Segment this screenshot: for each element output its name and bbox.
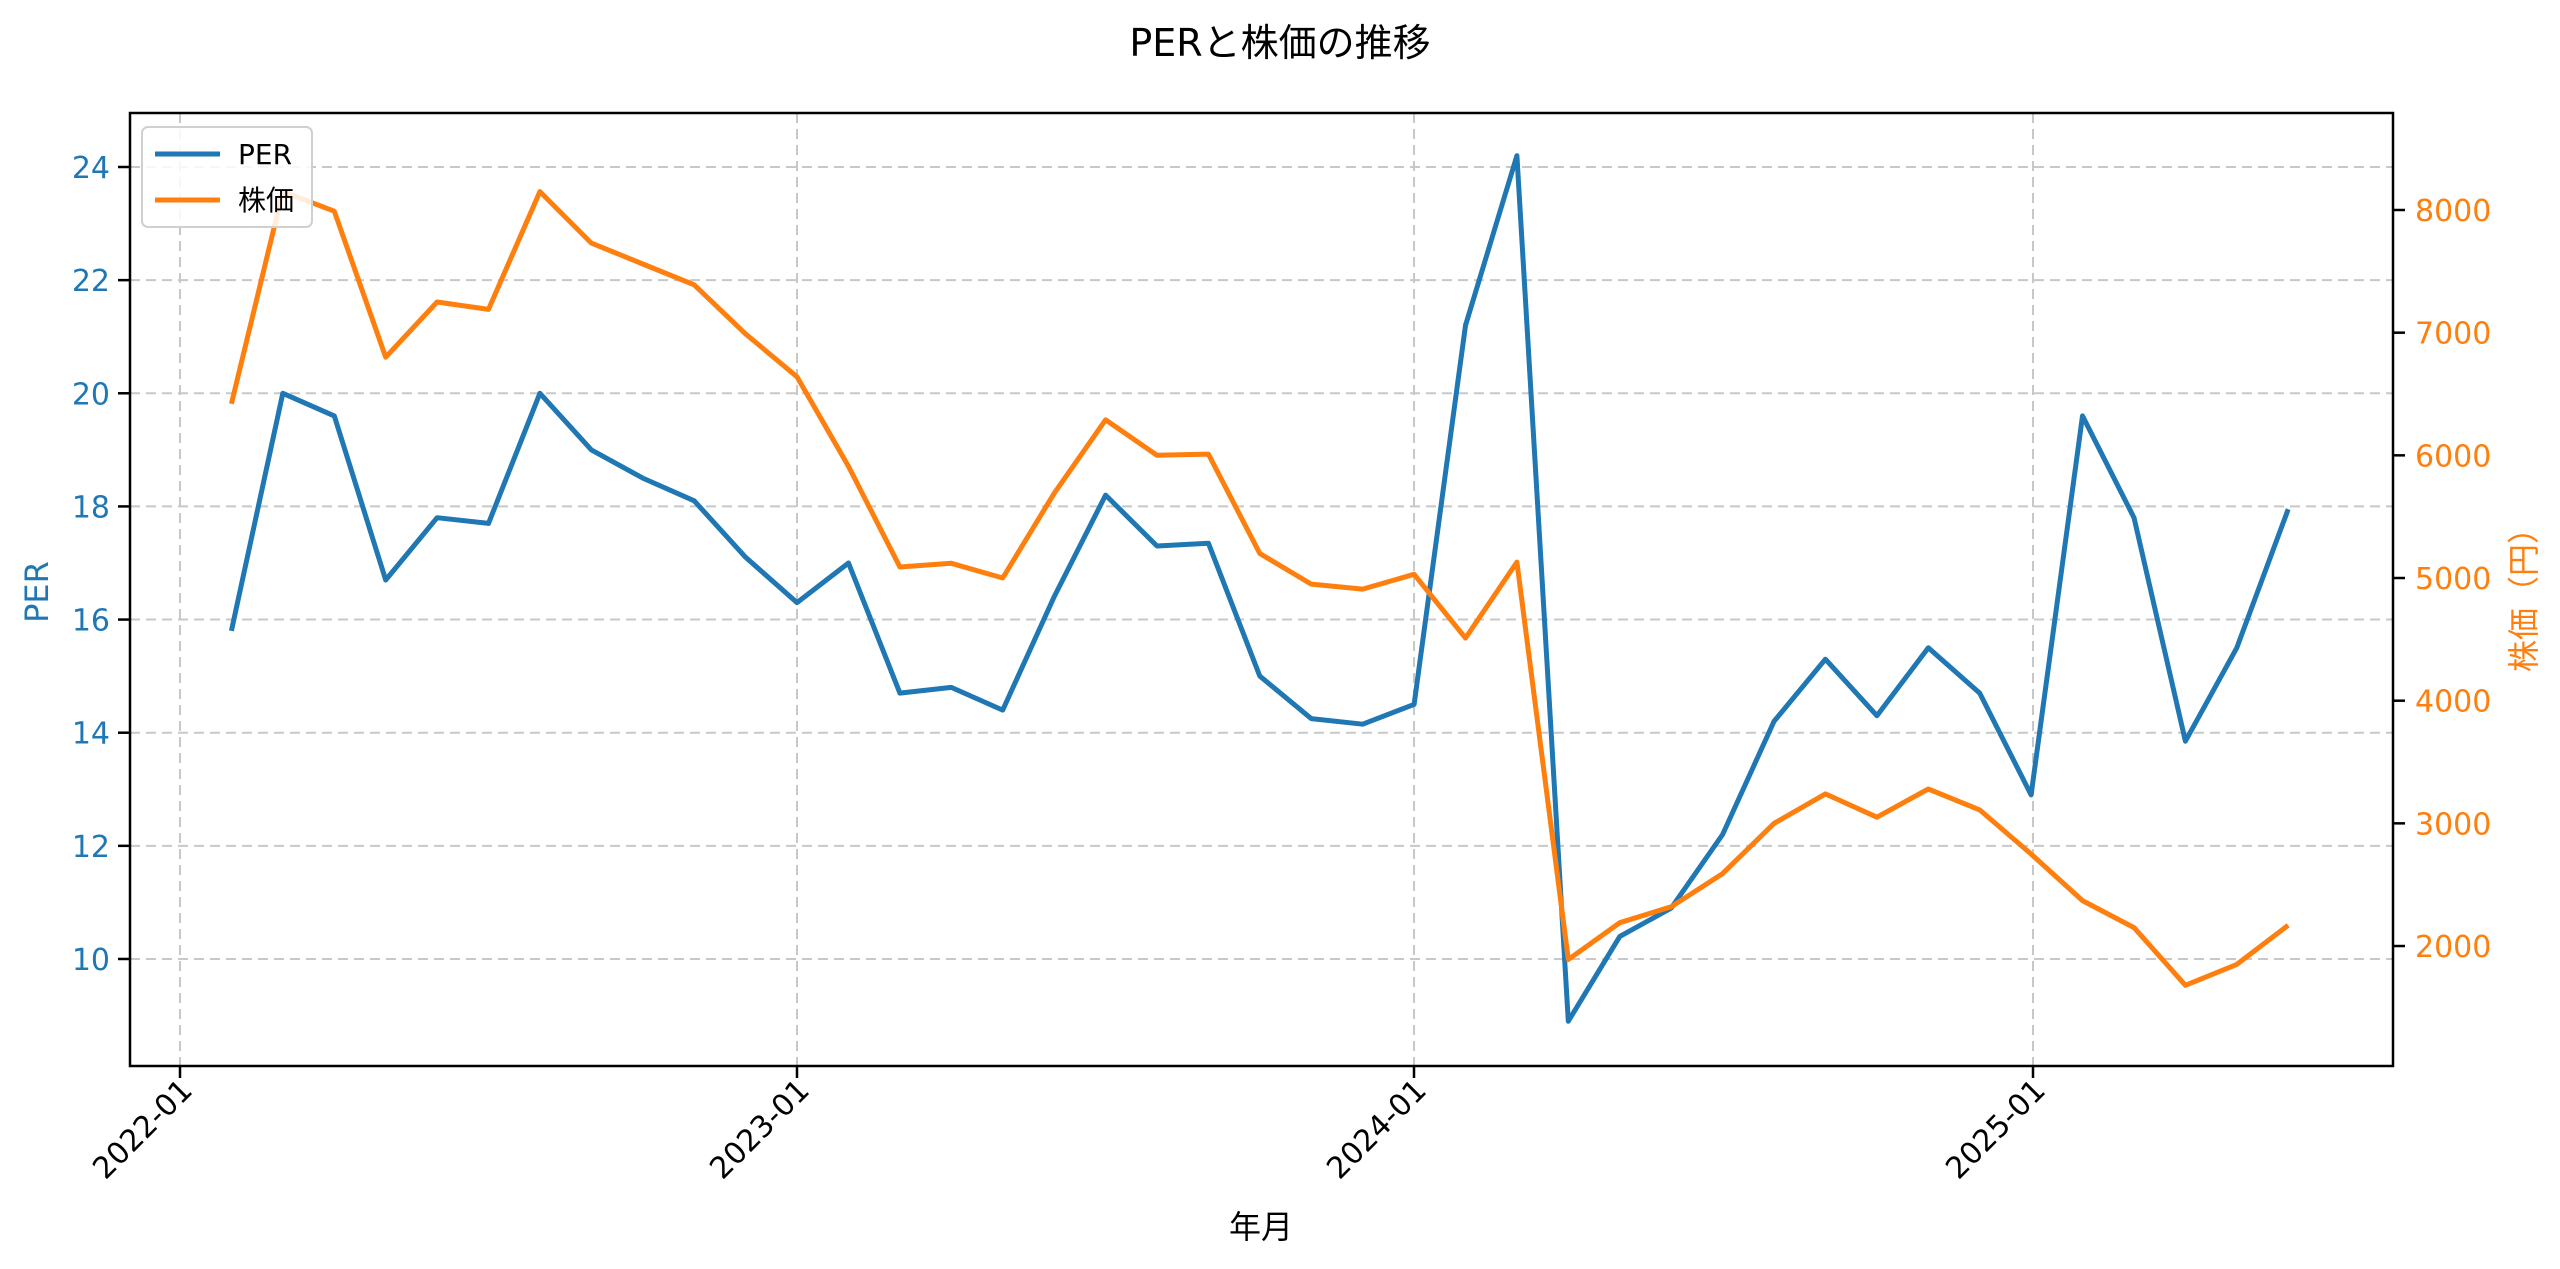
- right-y-axis: 2000 3000 4000 5000 6000 7000 8000: [2393, 194, 2491, 965]
- left-tick-label: 18: [72, 490, 110, 525]
- series-lines: [228, 153, 2291, 1024]
- right-tick-label: 6000: [2415, 439, 2491, 474]
- right-tick-label: 7000: [2415, 317, 2491, 352]
- left-tick-label: 24: [72, 151, 110, 186]
- right-tick-label: 3000: [2415, 807, 2491, 842]
- stock-price-line: [228, 189, 2290, 988]
- x-axis: 2022-01 2023-01 2024-01 2025-01: [86, 1066, 2053, 1186]
- left-y-axis: 10 12 14 16 18 20 22 24: [72, 151, 130, 978]
- grid-lines: [130, 113, 2393, 1066]
- right-tick-label: 8000: [2415, 194, 2491, 229]
- right-axis-label: 株価（円）: [2505, 512, 2543, 672]
- x-tick-label: 2025-01: [1939, 1073, 2052, 1186]
- left-axis-label: PER: [18, 561, 56, 623]
- right-tick-label: 5000: [2415, 562, 2491, 597]
- chart-title: PERと株価の推移: [1129, 21, 1431, 65]
- left-tick-label: 12: [72, 830, 110, 865]
- x-tick-label: 2023-01: [703, 1073, 816, 1186]
- left-tick-label: 10: [72, 943, 110, 978]
- left-tick-label: 16: [72, 604, 110, 639]
- x-tick-label: 2022-01: [86, 1073, 199, 1186]
- left-tick-label: 14: [72, 717, 110, 752]
- per-line: [228, 153, 2291, 1024]
- left-tick-label: 20: [72, 377, 110, 412]
- x-tick-label: 2024-01: [1320, 1073, 1433, 1186]
- plot-frame: [128, 111, 2395, 1068]
- legend: PER 株価: [141, 126, 313, 228]
- legend-label: PER: [238, 138, 292, 171]
- right-tick-label: 4000: [2415, 685, 2491, 720]
- right-tick-label: 2000: [2415, 930, 2491, 965]
- left-tick-label: 22: [72, 264, 110, 299]
- x-axis-label: 年月: [1229, 1208, 1293, 1246]
- legend-label: 株価: [238, 184, 294, 217]
